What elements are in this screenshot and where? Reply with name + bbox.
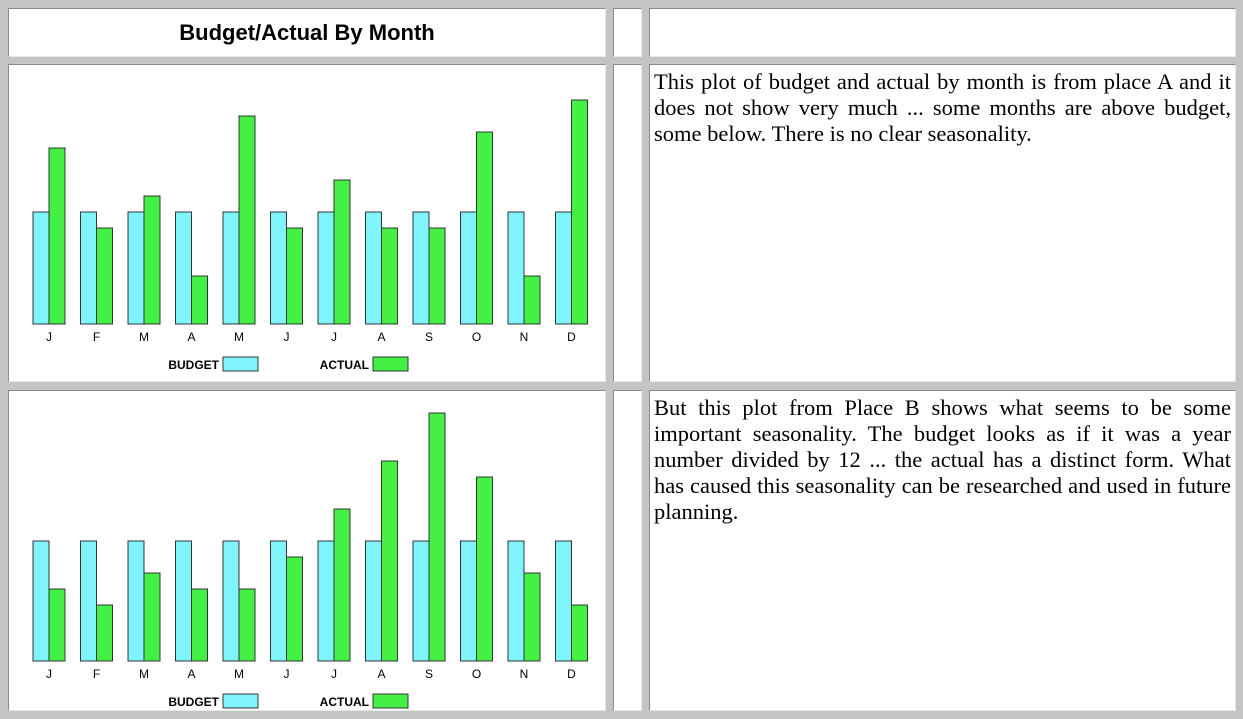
bar	[523, 275, 541, 325]
bar	[175, 211, 192, 325]
bar	[460, 540, 477, 662]
x-tick-label: M	[139, 667, 149, 681]
x-tick-label: J	[46, 330, 52, 344]
bar	[381, 460, 398, 662]
x-tick-label: A	[377, 667, 385, 681]
bar	[80, 211, 97, 325]
description: But this plot from Place B shows what se…	[649, 390, 1236, 711]
bar	[143, 195, 161, 325]
bar	[476, 476, 493, 662]
description: This plot of budget and actual by month …	[649, 64, 1236, 382]
x-tick-label: A	[187, 667, 195, 681]
x-tick-label: N	[520, 667, 529, 681]
x-tick-label: O	[472, 667, 481, 681]
bar	[507, 540, 525, 662]
bar	[381, 227, 398, 325]
bar	[222, 540, 240, 662]
legend-swatch	[372, 693, 409, 709]
bar	[555, 211, 572, 325]
header-empty-cell	[649, 8, 1236, 57]
bar	[365, 540, 382, 662]
x-tick-label: F	[93, 667, 100, 681]
legend-swatch	[222, 693, 259, 709]
bar	[286, 556, 303, 662]
bar	[80, 540, 97, 662]
bar	[127, 540, 145, 662]
bar	[32, 540, 50, 662]
bar	[270, 540, 287, 662]
x-tick-label: O	[472, 330, 481, 344]
chart: J F M A M J J A S O N D BUDGET ACTUAL	[32, 412, 588, 709]
x-tick-label: M	[139, 330, 149, 344]
x-tick-label: M	[234, 667, 244, 681]
bar	[523, 572, 541, 662]
bar	[96, 604, 113, 662]
bar	[175, 540, 192, 662]
chart: J F M A M J J A S O N D BUDGET ACTUAL	[32, 99, 588, 372]
bar	[222, 211, 240, 325]
bar	[507, 211, 525, 325]
bar	[270, 211, 287, 325]
bar	[333, 508, 351, 662]
bar	[48, 588, 66, 662]
x-tick-label: M	[234, 330, 244, 344]
bar	[238, 588, 256, 662]
spacer-cell	[613, 8, 642, 57]
x-tick-label: S	[425, 330, 433, 344]
bar	[571, 604, 588, 662]
bar	[143, 572, 161, 662]
bar	[571, 99, 588, 325]
x-tick-label: J	[284, 330, 290, 344]
bar	[412, 540, 430, 662]
chart-cell: J F M A M J J A S O N D BUDGET ACTUAL	[8, 390, 606, 711]
x-tick-label: J	[284, 667, 290, 681]
bar	[555, 540, 572, 662]
legend-label: BUDGET	[168, 358, 219, 372]
spacer-cell	[613, 64, 642, 382]
bar	[317, 540, 335, 662]
bar	[460, 211, 477, 325]
bar	[191, 275, 208, 325]
bar	[317, 211, 335, 325]
bar	[412, 211, 430, 325]
x-tick-label: J	[331, 667, 337, 681]
bar	[476, 131, 493, 325]
bar	[32, 211, 50, 325]
bar	[365, 211, 382, 325]
x-tick-label: S	[425, 667, 433, 681]
x-tick-label: J	[46, 667, 52, 681]
bar	[127, 211, 145, 325]
bar	[48, 147, 66, 325]
bar	[428, 412, 446, 662]
x-tick-label: N	[520, 330, 529, 344]
x-tick-label: A	[377, 330, 385, 344]
x-tick-label: F	[93, 330, 100, 344]
x-tick-label: D	[567, 330, 576, 344]
legend-label: ACTUAL	[320, 695, 369, 709]
bar	[96, 227, 113, 325]
legend-swatch	[222, 356, 259, 372]
x-tick-label: J	[331, 330, 337, 344]
legend-label: BUDGET	[168, 695, 219, 709]
legend-swatch	[372, 356, 409, 372]
bar	[238, 115, 256, 325]
x-tick-label: A	[187, 330, 195, 344]
bar	[428, 227, 446, 325]
bar	[333, 179, 351, 325]
chart-cell: J F M A M J J A S O N D BUDGET ACTUAL	[8, 64, 606, 382]
legend-label: ACTUAL	[320, 358, 369, 372]
header-cell: Budget/Actual By Month	[8, 8, 606, 57]
bar	[191, 588, 208, 662]
bar	[286, 227, 303, 325]
spacer-cell	[613, 390, 642, 711]
x-tick-label: D	[567, 667, 576, 681]
